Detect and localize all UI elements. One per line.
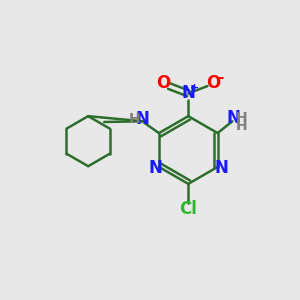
Text: N: N — [181, 85, 195, 103]
Text: N: N — [227, 109, 241, 127]
Text: N: N — [136, 110, 150, 128]
Text: H: H — [236, 119, 248, 133]
Text: N: N — [214, 159, 228, 177]
Text: O: O — [206, 74, 220, 92]
Text: H: H — [236, 111, 248, 125]
Text: Cl: Cl — [179, 200, 197, 218]
Text: O: O — [156, 74, 170, 92]
Text: N: N — [148, 159, 162, 177]
Text: H: H — [129, 112, 141, 126]
Text: +: + — [190, 83, 199, 93]
Text: -: - — [217, 70, 223, 86]
